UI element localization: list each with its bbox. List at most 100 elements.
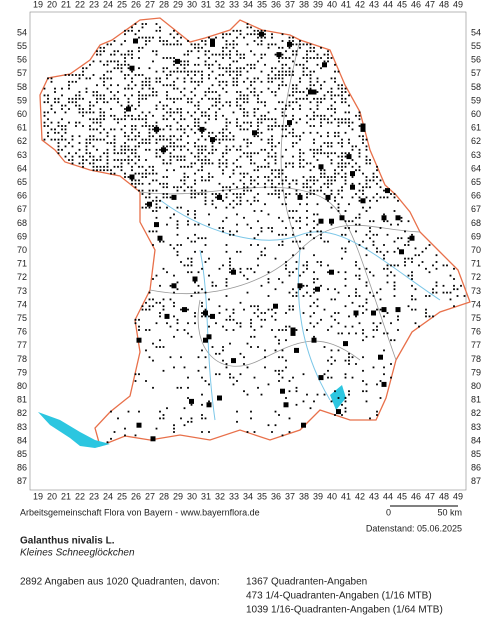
occurrence-dot	[120, 43, 123, 46]
occurrence-dot	[313, 288, 315, 291]
occurrence-dot	[155, 189, 158, 192]
occurrence-dot	[85, 138, 88, 141]
occurrence-dot	[281, 111, 284, 114]
occurrence-dot	[267, 165, 270, 168]
occurrence-dot	[253, 77, 256, 80]
occurrence-dot	[372, 220, 375, 223]
occurrence-dot	[344, 376, 347, 379]
occurrence-dot	[190, 196, 193, 199]
occurrence-dot	[236, 50, 238, 53]
occurrence-dot	[313, 400, 315, 403]
occurrence-dot	[316, 114, 319, 117]
occurrence-dot	[267, 271, 270, 274]
occurrence-dot	[64, 131, 67, 134]
occurrence-dot	[106, 60, 109, 63]
occurrence-dot	[113, 165, 116, 168]
occurrence-dot	[309, 57, 312, 59]
occurrence-dot	[355, 363, 357, 365]
occurrence-dot	[309, 84, 312, 87]
occurrence-dot	[162, 193, 165, 195]
occurrence-dot	[411, 284, 413, 287]
occurrence-dot	[288, 131, 291, 134]
occurrence-dot	[134, 148, 137, 151]
occurrence-dot	[376, 383, 378, 386]
occurrence-dot	[201, 70, 203, 73]
occurrence-dot	[222, 169, 224, 172]
occurrence-dot	[138, 318, 140, 321]
occurrence-square	[343, 341, 348, 347]
occurrence-dot	[330, 193, 333, 195]
occurrence-dot	[148, 206, 151, 209]
occurrence-dot	[299, 91, 301, 93]
occurrence-dot	[173, 431, 175, 433]
occurrence-dot	[316, 213, 319, 216]
occurrence-dot	[211, 91, 214, 93]
occurrence-dot	[397, 223, 399, 226]
occurrence-dot	[327, 131, 329, 134]
occurrence-dot	[411, 257, 413, 260]
occurrence-dot	[166, 138, 168, 141]
occurrence-dot	[288, 162, 291, 165]
occurrence-dot	[148, 94, 151, 97]
occurrence-dot	[173, 148, 175, 151]
occurrence-dot	[341, 233, 343, 236]
occurrence-dot	[313, 114, 315, 117]
occurrence-square	[350, 171, 355, 177]
occurrence-dot	[166, 43, 168, 46]
occurrence-dot	[92, 138, 95, 141]
occurrence-dot	[204, 145, 207, 148]
occurrence-dot	[306, 50, 308, 53]
occurrence-dot	[229, 43, 231, 46]
occurrence-dot	[180, 186, 182, 189]
occurrence-dot	[264, 349, 266, 352]
occurrence-dot	[243, 57, 245, 59]
occurrence-dot	[411, 261, 413, 263]
occurrence-dot	[295, 261, 298, 263]
occurrence-square	[339, 215, 345, 221]
occurrence-dot	[148, 125, 151, 127]
occurrence-dot	[292, 288, 294, 291]
x-label-bottom: 42	[355, 491, 365, 501]
occurrence-dot	[337, 165, 340, 168]
occurrence-dot	[323, 60, 326, 63]
occurrence-dot	[99, 114, 102, 117]
occurrence-dot	[397, 264, 399, 267]
occurrence-dot	[246, 70, 249, 73]
occurrence-dot	[267, 155, 270, 158]
occurrence-dot	[211, 53, 214, 56]
occurrence-dot	[124, 77, 126, 80]
occurrence-dot	[78, 97, 81, 100]
occurrence-dot	[264, 53, 266, 56]
occurrence-dot	[176, 206, 179, 209]
occurrence-dot	[383, 315, 385, 318]
occurrence-dot	[376, 169, 378, 172]
occurrence-dot	[435, 281, 438, 284]
occurrence-dot	[236, 230, 238, 233]
occurrence-dot	[376, 410, 378, 413]
occurrence-dot	[229, 50, 231, 53]
occurrence-dot	[253, 210, 256, 212]
occurrence-dot	[243, 186, 245, 189]
occurrence-dot	[57, 131, 60, 134]
occurrence-dot	[61, 118, 63, 121]
x-label-bottom: 35	[257, 491, 267, 501]
occurrence-dot	[264, 159, 266, 161]
occurrence-dot	[103, 63, 105, 66]
occurrence-dot	[267, 281, 270, 284]
occurrence-dot	[166, 223, 168, 226]
occurrence-square	[297, 194, 303, 200]
occurrence-dot	[309, 169, 312, 172]
occurrence-dot	[239, 373, 242, 376]
occurrence-dot	[229, 271, 231, 274]
occurrence-dot	[145, 125, 147, 127]
occurrence-dot	[208, 152, 210, 155]
occurrence-dot	[225, 165, 228, 168]
occurrence-dot	[194, 80, 196, 83]
y-label-left: 64	[17, 163, 27, 173]
occurrence-dot	[264, 318, 266, 321]
occurrence-dot	[201, 165, 203, 168]
occurrence-dot	[187, 376, 189, 379]
occurrence-dot	[201, 305, 203, 308]
occurrence-dot	[334, 70, 336, 73]
occurrence-dot	[222, 220, 224, 223]
